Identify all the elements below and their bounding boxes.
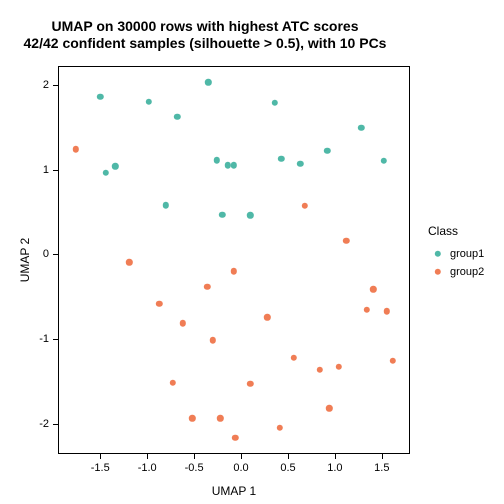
chart-title: UMAP on 30000 rows with highest ATC scor… xyxy=(0,18,410,52)
title-line1: UMAP on 30000 rows with highest ATC scor… xyxy=(51,18,358,34)
x-tick-label: 0.5 xyxy=(280,462,295,474)
legend-title: Class xyxy=(428,224,458,238)
x-tick-label: -1.5 xyxy=(91,462,110,474)
x-tick xyxy=(100,454,101,459)
y-tick xyxy=(53,424,58,425)
chart-container: UMAP on 30000 rows with highest ATC scor… xyxy=(0,0,504,504)
x-tick xyxy=(382,454,383,459)
y-tick xyxy=(53,339,58,340)
y-tick-label: 0 xyxy=(25,248,49,260)
y-tick xyxy=(53,85,58,86)
x-tick-label: -1.0 xyxy=(138,462,157,474)
y-tick-label: 2 xyxy=(25,79,49,91)
x-tick-label: 0.0 xyxy=(233,462,248,474)
x-tick xyxy=(241,454,242,459)
x-axis-label: UMAP 1 xyxy=(58,484,410,498)
legend-label-group2: group2 xyxy=(450,266,484,278)
x-tick-label: -0.5 xyxy=(185,462,204,474)
x-tick xyxy=(194,454,195,459)
x-tick xyxy=(288,454,289,459)
y-tick-label: 1 xyxy=(25,164,49,176)
legend-dot-group1 xyxy=(435,251,441,257)
x-tick-label: 1.5 xyxy=(374,462,389,474)
y-tick xyxy=(53,254,58,255)
legend-label-group1: group1 xyxy=(450,248,484,260)
y-tick xyxy=(53,170,58,171)
x-tick xyxy=(147,454,148,459)
y-tick-label: -2 xyxy=(25,418,49,430)
legend-dot-group2 xyxy=(435,269,441,275)
y-tick-label: -1 xyxy=(25,333,49,345)
x-tick-label: 1.0 xyxy=(327,462,342,474)
plot-area xyxy=(58,66,410,454)
x-tick xyxy=(335,454,336,459)
title-line2: 42/42 confident samples (silhouette > 0.… xyxy=(24,35,387,51)
